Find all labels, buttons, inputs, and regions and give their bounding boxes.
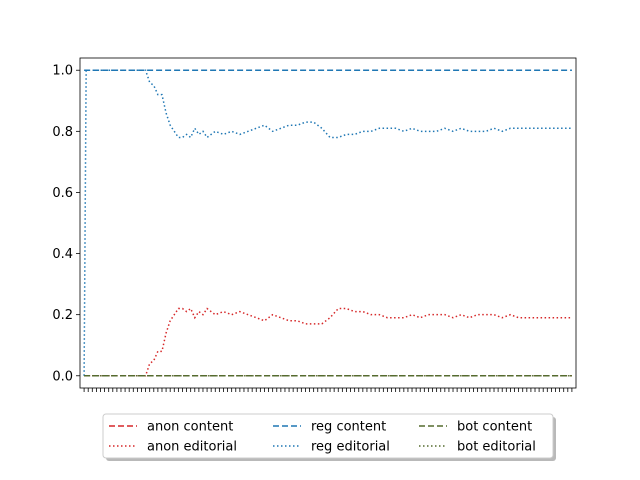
legend-label: anon editorial xyxy=(147,440,237,455)
y-tick-label: 0.4 xyxy=(52,247,73,262)
plot-frame xyxy=(79,57,577,389)
legend-item-bot-editorial: bot editorial xyxy=(419,440,536,455)
y-axis: 0.0 0.2 0.4 0.6 0.8 1.0 xyxy=(52,64,80,384)
y-tick-label: 0.0 xyxy=(52,369,73,384)
legend-item-reg-content: reg content xyxy=(273,420,386,435)
legend-item-anon-editorial: anon editorial xyxy=(109,440,237,455)
series-layer xyxy=(83,69,572,377)
legend-item-bot-content: bot content xyxy=(419,420,532,435)
legend: anon content anon editorial reg content reg… xyxy=(102,413,556,461)
series-line-anon-editorial xyxy=(84,307,572,377)
legend-label: bot content xyxy=(457,420,532,435)
series-line-reg-editorial xyxy=(83,69,572,376)
plot-area xyxy=(80,58,576,388)
legend-label: bot editorial xyxy=(457,440,536,455)
y-tick-label: 0.2 xyxy=(52,308,73,323)
y-tick-label: 1.0 xyxy=(52,64,73,79)
legend-item-reg-editorial: reg editorial xyxy=(273,440,390,455)
x-axis xyxy=(83,388,573,392)
legend-item-anon-content: anon content xyxy=(109,420,233,435)
legend-box xyxy=(102,413,554,459)
y-tick-label: 0.6 xyxy=(52,186,73,201)
legend-label: anon content xyxy=(147,420,233,435)
legend-label: reg content xyxy=(311,420,386,435)
y-tick-label: 0.8 xyxy=(52,125,73,140)
legend-label: reg editorial xyxy=(311,440,390,455)
